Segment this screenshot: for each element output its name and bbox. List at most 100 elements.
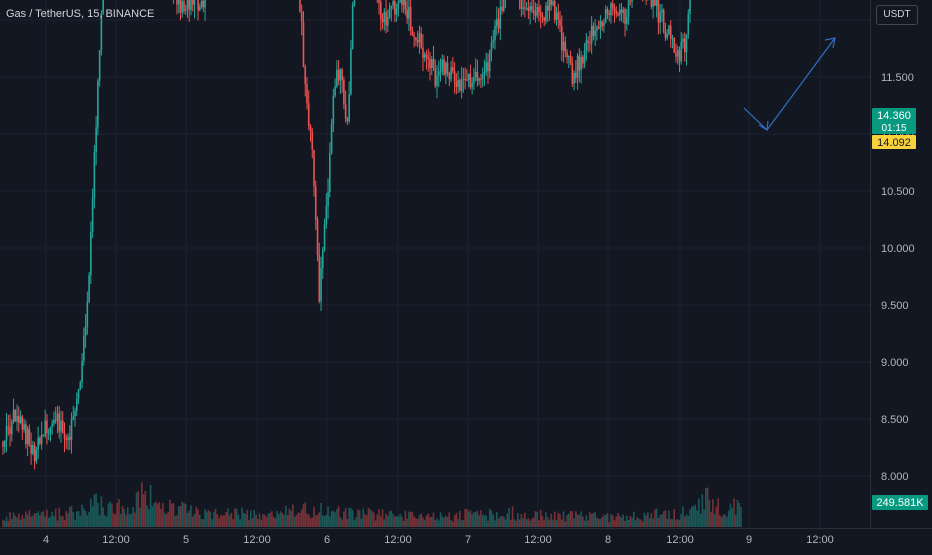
volume-bar	[627, 519, 630, 527]
price-axis[interactable]: 8.0008.5009.0009.50010.00010.50011.00011…	[870, 0, 932, 550]
volume-bar	[394, 516, 396, 527]
volume-bar	[654, 509, 656, 527]
volume-bar	[488, 508, 491, 527]
candle-body	[392, 1, 394, 6]
volume-bar	[339, 517, 342, 527]
volume-bar	[401, 516, 403, 527]
candle-body	[613, 7, 616, 11]
symbol-title: Gas / TetherUS, 15, BINANCE	[6, 8, 155, 20]
volume-bar	[443, 517, 445, 527]
volume-bar	[416, 519, 419, 527]
candle-body	[385, 11, 387, 26]
candle-body	[580, 56, 582, 71]
volume-bar	[620, 517, 623, 527]
volume-bar	[446, 516, 449, 527]
volume-bar	[664, 510, 667, 527]
volume-bar	[597, 518, 600, 527]
volume-bar	[657, 518, 660, 527]
time-axis[interactable]: 4 12:00 5 12:00 6 12:00 7 12:00 8 12:00 9 12:00	[0, 528, 932, 547]
currency-button[interactable]: USDT	[876, 5, 918, 25]
volume-bar	[671, 519, 674, 527]
volume-bar	[358, 510, 361, 527]
volume-bar	[706, 487, 709, 527]
candle-body	[33, 445, 36, 462]
candle-body	[473, 77, 475, 84]
price-tick-label: 10.000	[881, 243, 915, 255]
volume-bar	[641, 521, 644, 527]
volume-bar	[239, 519, 242, 527]
candle-body	[102, 0, 104, 14]
volume-bar	[109, 501, 111, 527]
volume-bar	[23, 518, 25, 527]
volume-bar	[172, 503, 175, 527]
volume-bar	[576, 514, 579, 527]
candle-body	[597, 27, 600, 29]
volume-bar	[539, 509, 542, 527]
candle-body	[585, 40, 588, 50]
volume-bar	[694, 504, 697, 527]
candle-body	[474, 71, 477, 78]
candle-body	[202, 0, 205, 8]
volume-bar	[487, 520, 489, 527]
volume-bar	[418, 515, 421, 527]
candle-body	[320, 268, 322, 302]
drawings[interactable]	[0, 0, 870, 132]
candle-body	[401, 0, 403, 5]
volume-bar	[379, 516, 382, 527]
volume-bar	[51, 511, 53, 527]
volume-bar	[153, 503, 155, 527]
forecast-arrow-path[interactable]	[743, 37, 836, 131]
candle-body	[91, 198, 94, 233]
candle-body	[416, 40, 419, 43]
candle-body	[402, 0, 405, 5]
volume-bar	[313, 506, 315, 527]
volume-bar	[631, 517, 633, 527]
volume-bar	[532, 517, 535, 527]
candle-body	[47, 432, 50, 434]
volume-bar	[235, 508, 238, 527]
volume-bar	[513, 519, 516, 527]
volume-bar	[28, 510, 31, 527]
candle-body	[387, 17, 389, 26]
volume-bar	[719, 515, 721, 527]
volume-bar	[269, 512, 271, 527]
volume-bar	[568, 513, 570, 527]
volume-bar	[35, 513, 38, 527]
candle-body	[436, 75, 438, 86]
volume-bar	[209, 511, 212, 527]
volume-bar	[395, 515, 398, 527]
candle-body	[655, 0, 658, 6]
volume-bar	[459, 510, 461, 527]
volume-bar	[133, 512, 136, 527]
candle-body	[425, 54, 428, 58]
volume-bar	[662, 511, 665, 527]
volume-bar	[575, 511, 577, 527]
volume-bar	[327, 506, 329, 527]
candle-body	[664, 31, 667, 38]
volume-bar	[648, 518, 651, 527]
volume-bar	[37, 511, 39, 527]
volume-bar	[258, 513, 261, 527]
volume-bar	[77, 511, 80, 527]
candle-body	[42, 434, 45, 436]
volume-bar	[156, 503, 159, 527]
volume-bar	[188, 510, 191, 527]
candle-body	[318, 255, 321, 302]
volume-bar	[604, 514, 607, 527]
volume-bar	[622, 514, 625, 527]
volume-bar	[638, 518, 640, 527]
volume-bar	[615, 516, 618, 527]
volume-bar	[661, 514, 663, 527]
candle-body	[650, 0, 653, 7]
volume-bar	[348, 507, 350, 527]
volume-bar	[462, 520, 465, 527]
volume-bar	[402, 520, 405, 527]
volume-bar	[170, 503, 173, 527]
candle-body	[395, 8, 398, 15]
volume-bar	[336, 509, 338, 527]
volume-bar	[337, 506, 340, 527]
candle-body	[446, 62, 449, 73]
volume-bar	[404, 510, 407, 527]
